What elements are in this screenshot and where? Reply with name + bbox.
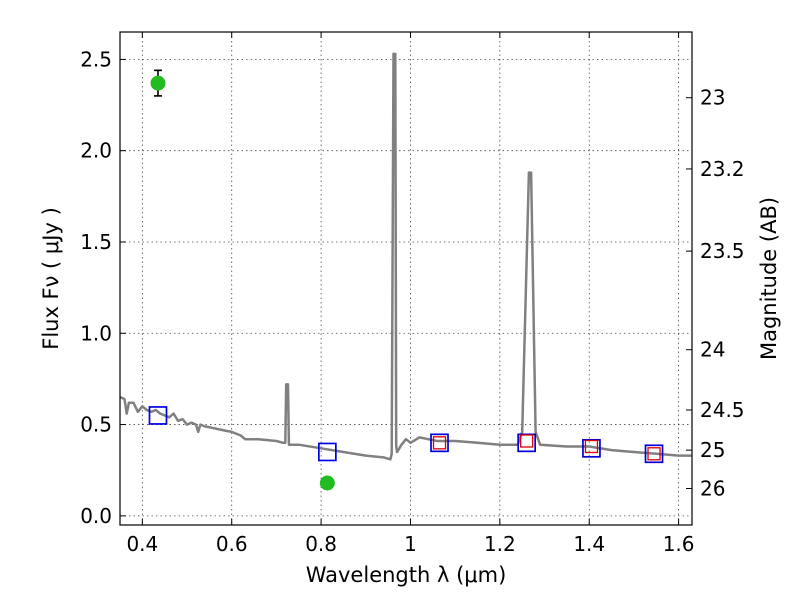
y-right-tick-label: 23.5 (700, 239, 745, 263)
x-tick-label: 1.6 (663, 532, 695, 556)
y-axis-right-label: Magnitude (AB) (757, 197, 781, 360)
model-photometry-marker (582, 438, 601, 458)
upper-limit-marker (584, 439, 599, 454)
y-right-tick-label: 23 (700, 86, 725, 110)
y-tick-label: 2.5 (80, 47, 112, 71)
model-photometry-marker (148, 406, 168, 425)
model-photometry-marker (517, 433, 537, 453)
x-axis-label: Wavelength λ (μm) (306, 563, 507, 587)
x-tick-label: 1.4 (573, 532, 605, 556)
y-right-tick-label: 23.2 (700, 157, 745, 181)
x-tick-label: 1 (404, 532, 417, 556)
y-tick-label: 0.0 (80, 504, 112, 528)
y-right-tick-label: 25 (700, 438, 725, 462)
sed-model-line (120, 52, 692, 461)
y-axis-label: Flux Fν ( μJy ) (39, 207, 63, 350)
y-right-tick-label: 26 (700, 476, 725, 500)
plot-frame (119, 31, 693, 526)
upper-limit-marker (432, 436, 447, 450)
observed-point (319, 475, 335, 491)
upper-limit-marker (520, 434, 534, 448)
x-tick-label: 1.2 (484, 532, 516, 556)
axis-layer: 0.4 0.6 0.8 1 1.2 1.4 1.6 0.0 0.5 1.0 1.5 2.0 2.5 23 2… (80, 31, 745, 556)
model-photometry-marker (318, 442, 337, 462)
plot-layer (120, 52, 692, 491)
plot-clip-group (120, 52, 692, 491)
y-right-tick-label: 24.5 (700, 398, 745, 422)
y-tick-label: 1.0 (80, 321, 112, 345)
model-photometry-marker (644, 444, 664, 464)
y-right-tick-label: 24 (700, 338, 725, 362)
model-photometry-marker (430, 433, 449, 453)
y-tick-label: 0.5 (80, 413, 112, 437)
x-tick-label: 0.4 (126, 532, 158, 556)
grid-layer (120, 32, 692, 525)
y-tick-label: 2.0 (80, 139, 112, 163)
x-tick-label: 0.6 (216, 532, 248, 556)
y-tick-label: 1.5 (80, 230, 112, 254)
x-tick-label: 0.8 (305, 532, 337, 556)
upper-limit-marker (647, 447, 661, 461)
observed-point (150, 75, 166, 91)
